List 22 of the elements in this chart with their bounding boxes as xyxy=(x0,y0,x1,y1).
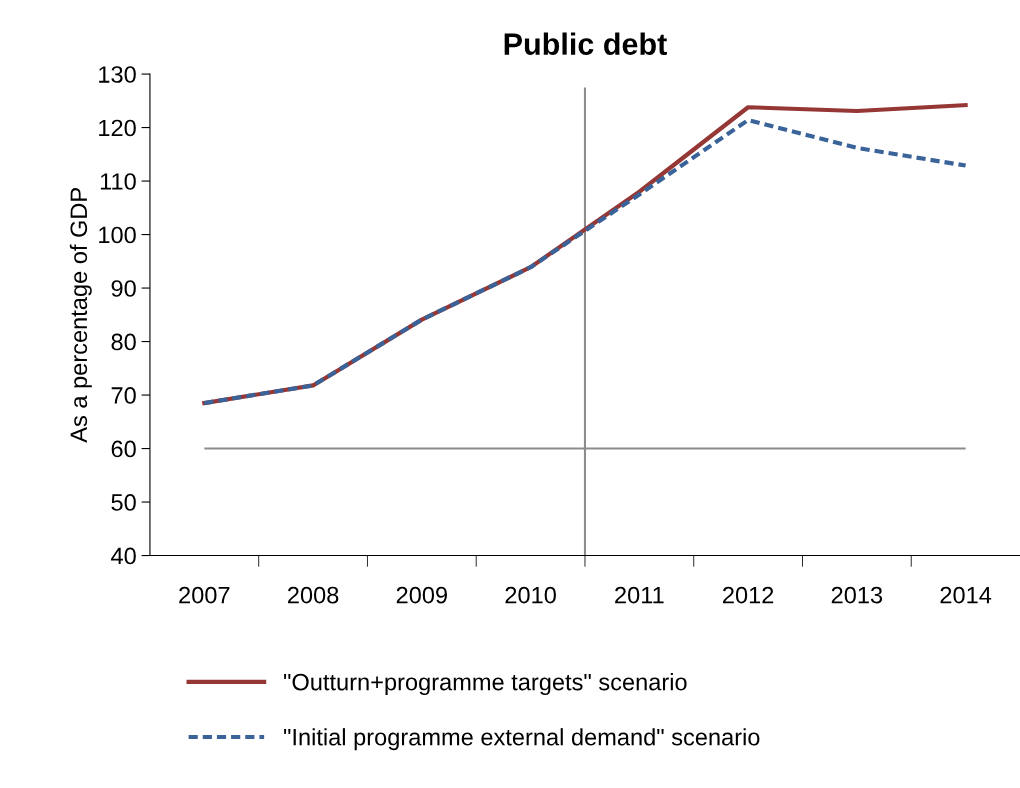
y-tick-label: 70 xyxy=(111,387,136,404)
x-tick-label: 2009 xyxy=(396,586,447,604)
x-tick-label: 2014 xyxy=(940,586,992,604)
y-tick-label: 130 xyxy=(99,66,136,83)
legend-label: "Outturn+programme targets" scenario xyxy=(284,673,687,696)
y-tick-label: 110 xyxy=(100,173,136,190)
y-tick-label: 100 xyxy=(99,226,136,244)
x-tick-label: 2007 xyxy=(179,586,230,604)
x-tick-label: 2011 xyxy=(615,586,664,604)
legend-label: "Initial programme external demand" scenario xyxy=(284,728,760,751)
y-tick-label: 60 xyxy=(111,440,136,458)
x-tick-label: 2013 xyxy=(831,586,883,604)
y-tick-label: 50 xyxy=(111,494,136,511)
y-tick-label: 120 xyxy=(99,119,136,137)
y-tick-label: 40 xyxy=(111,547,136,565)
y-tick-label: 90 xyxy=(111,280,136,297)
x-tick-label: 2008 xyxy=(288,586,339,604)
y-axis-title: As a percentage of GDP xyxy=(69,188,92,443)
y-tick-label: 80 xyxy=(111,333,136,351)
x-tick-label: 2010 xyxy=(505,586,556,604)
chart-title: Public debt xyxy=(504,32,667,55)
x-tick-label: 2012 xyxy=(723,586,774,604)
